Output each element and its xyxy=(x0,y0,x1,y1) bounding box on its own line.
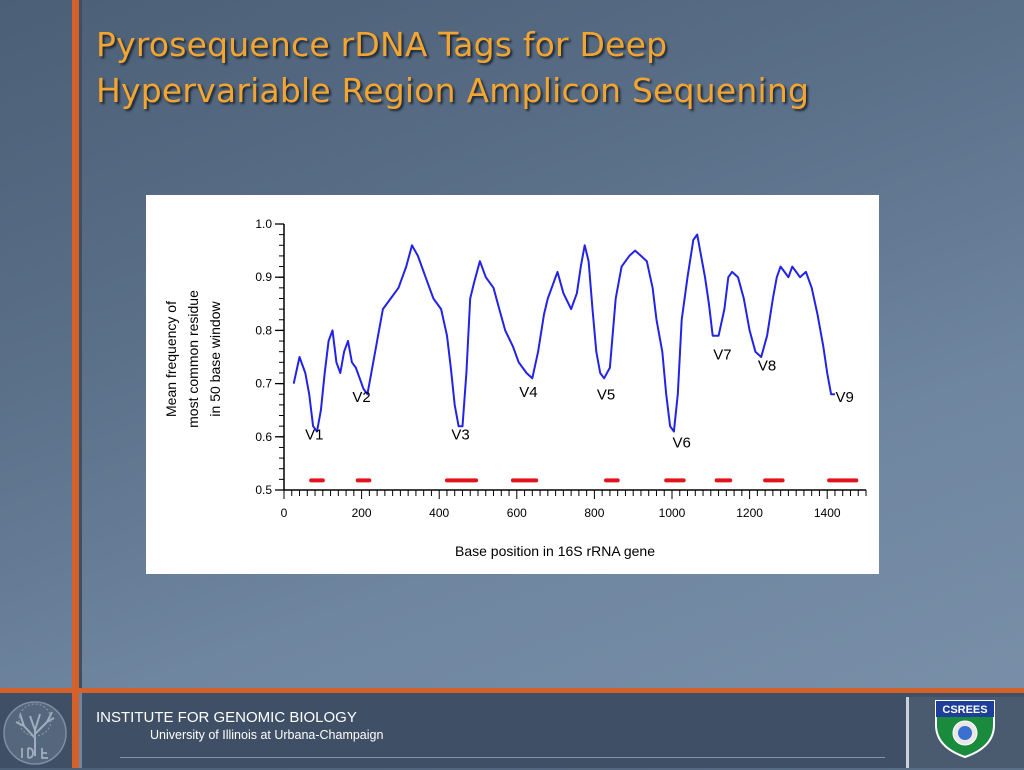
y-axis-label-line: Mean frequency of xyxy=(163,301,179,417)
region-label: V1 xyxy=(305,426,323,443)
y-tick-label: 0.5 xyxy=(255,483,272,497)
x-tick-label: 400 xyxy=(429,506,449,520)
csrees-logo: CSREES xyxy=(930,697,1000,759)
accent-bar-vertical xyxy=(72,0,79,768)
footer-university-name: University of Illinois at Urbana-Champai… xyxy=(150,728,384,742)
x-tick-label: 200 xyxy=(352,506,372,520)
footer-accent-bar xyxy=(0,688,1024,693)
region-label: V6 xyxy=(673,434,691,451)
frequency-line xyxy=(292,233,835,433)
accent-bar-shadow xyxy=(79,0,82,690)
x-tick-label: 800 xyxy=(584,506,604,520)
region-label: V4 xyxy=(519,384,537,401)
chart-panel: 0.5 0.6 0.7 0.8 0.9 1.0 0 200 400 600 800 1000 1200 1… xyxy=(146,195,879,574)
y-tick-label: 0.9 xyxy=(255,270,272,284)
y-tick-label: 0.8 xyxy=(255,323,272,337)
x-tick-label: 0 xyxy=(281,506,288,520)
footer-panel xyxy=(82,693,1024,768)
y-tick-label: 1.0 xyxy=(255,217,272,231)
y-axis-label-line: most common residue xyxy=(185,290,201,428)
region-label: V3 xyxy=(451,426,469,443)
igb-tree-logo xyxy=(2,700,68,766)
region-label: V7 xyxy=(713,347,731,364)
x-tick-label: 1400 xyxy=(814,506,841,520)
chart-svg: 0.5 0.6 0.7 0.8 0.9 1.0 0 200 400 600 800 1000 1200 1… xyxy=(163,217,867,559)
x-axis-label: Base position in 16S rRNA gene xyxy=(455,543,655,559)
region-label: V9 xyxy=(835,389,853,406)
slide-title: Pyrosequence rDNA Tags for Deep Hypervar… xyxy=(96,22,996,114)
x-tick-label: 1200 xyxy=(736,506,763,520)
y-axis-label-line: in 50 base window xyxy=(207,301,223,417)
footer-divider xyxy=(120,757,885,758)
x-tick-label: 600 xyxy=(507,506,527,520)
region-label: V8 xyxy=(758,357,776,374)
slide-title-line-2: Hypervariable Region Amplicon Sequening xyxy=(96,71,810,110)
slide-title-line-1: Pyrosequence rDNA Tags for Deep xyxy=(96,25,668,64)
y-tick-label: 0.6 xyxy=(255,430,272,444)
csrees-logo-text: CSREES xyxy=(942,704,987,716)
region-label: V2 xyxy=(352,389,370,406)
x-tick-label: 1000 xyxy=(659,506,686,520)
region-label: V5 xyxy=(597,387,615,404)
y-tick-label: 0.7 xyxy=(255,377,272,391)
footer-institute-name: INSTITUTE FOR GENOMIC BIOLOGY xyxy=(96,709,357,726)
